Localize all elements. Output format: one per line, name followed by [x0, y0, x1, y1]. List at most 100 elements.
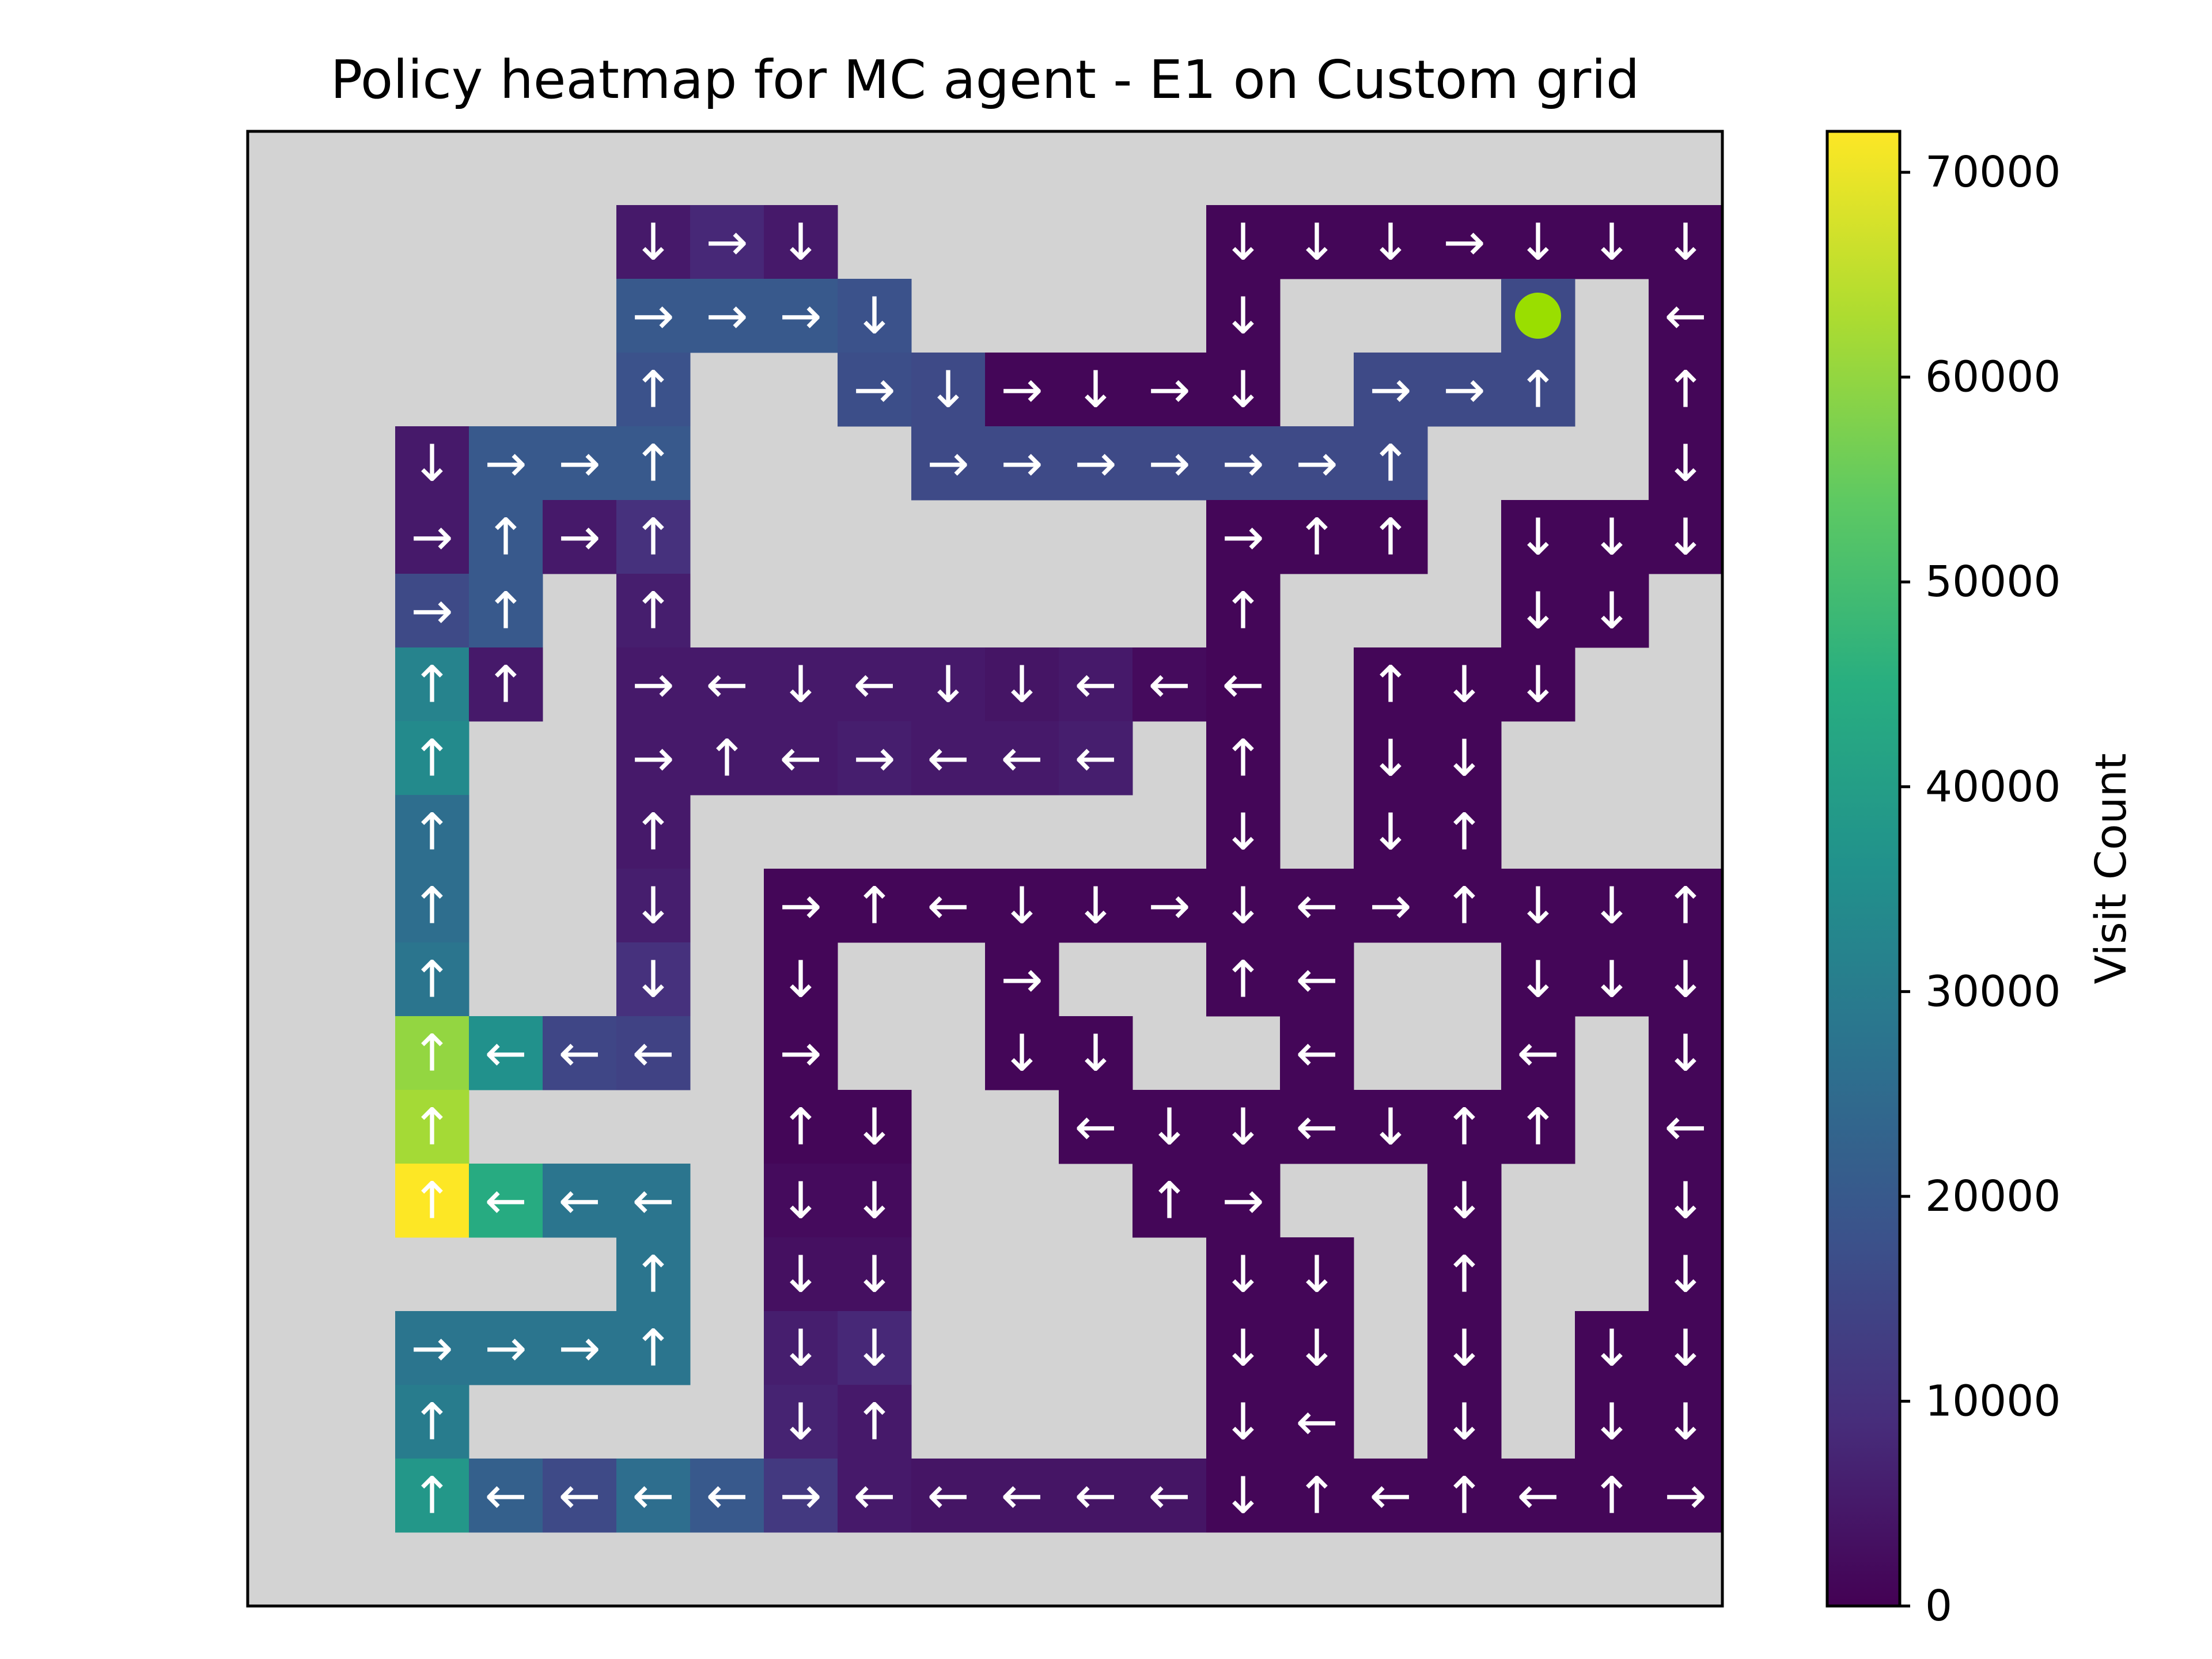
heatmap-cell — [838, 647, 912, 722]
policy-arrow: ↓ — [1443, 729, 1486, 788]
heatmap-cell — [1649, 1016, 1723, 1090]
policy-arrow: ↑ — [411, 1392, 453, 1452]
colorbar-ticks: 0 10000 20000 30000 40000 50000 60000 70000 — [1900, 147, 2061, 1631]
policy-arrow: ← — [1664, 286, 1707, 346]
heatmap-cell — [985, 1016, 1059, 1090]
policy-arrow: ↓ — [1443, 1392, 1486, 1452]
policy-arrow: ↓ — [1517, 507, 1559, 567]
heatmap-cell — [395, 500, 469, 574]
heatmap-cell — [1649, 426, 1723, 501]
heatmap-cell — [1501, 500, 1575, 574]
policy-arrow: ↑ — [1296, 507, 1338, 567]
policy-arrow: ← — [1296, 1392, 1338, 1452]
policy-arrow: ↓ — [1369, 213, 1412, 272]
policy-arrow: ↑ — [1222, 950, 1264, 1009]
heatmap-cell — [764, 1385, 838, 1459]
heatmap-cell — [1427, 721, 1502, 796]
policy-arrow: ← — [1369, 1466, 1412, 1525]
policy-arrow: ← — [706, 655, 748, 714]
policy-arrow: ↓ — [1222, 1319, 1264, 1378]
policy-arrow: → — [558, 434, 601, 493]
policy-arrow: ↑ — [411, 729, 453, 788]
colorbar-frame — [1825, 130, 1902, 1608]
heatmap-cell — [1280, 1459, 1354, 1533]
policy-arrow: ↑ — [1517, 360, 1559, 419]
heatmap-cell — [616, 426, 691, 501]
heatmap-cell — [1354, 426, 1428, 501]
heatmap-cell — [1132, 869, 1207, 943]
policy-arrow: ← — [853, 1466, 896, 1525]
policy-arrow: ↓ — [1664, 1392, 1707, 1452]
colorbar-tick-label: 20000 — [1925, 1172, 2061, 1221]
heatmap-cell — [1649, 1459, 1723, 1533]
policy-arrow: ↓ — [1517, 876, 1559, 935]
policy-arrow: ↑ — [632, 1319, 675, 1378]
policy-arrow: → — [1148, 434, 1191, 493]
heatmap-cell — [1501, 205, 1575, 279]
policy-arrow: ← — [927, 876, 969, 935]
policy-arrow: → — [484, 1319, 527, 1378]
heatmap-cell — [616, 1016, 691, 1090]
policy-arrow: ↑ — [484, 581, 527, 641]
heatmap-cell — [616, 647, 691, 722]
policy-arrow: ↑ — [632, 360, 675, 419]
policy-arrow: ↓ — [927, 360, 969, 419]
heatmap-cell — [1501, 942, 1575, 1017]
heatmap-cell — [1575, 205, 1649, 279]
policy-arrow: → — [484, 434, 527, 493]
policy-arrow: ← — [1074, 729, 1117, 788]
heatmap-cell — [616, 1311, 691, 1385]
policy-arrow: ↓ — [853, 286, 896, 346]
agent-marker — [1515, 293, 1561, 339]
policy-arrow: ↑ — [411, 1097, 453, 1157]
policy-arrows: ↓ → ↓ ↓ ↓ ↓ → ↓ ↓ ↓ → → → ↓ ↓ → ← ↑ → ↓ → ↓ → ↓ → → ↑ ↑ ↓ → → ↑ → → → → → → ↑ ↓… — [411, 213, 1707, 1525]
plot-area: ↓ → ↓ ↓ ↓ ↓ → ↓ ↓ ↓ → → → ↓ ↓ → ← ↑ → ↓ → ↓ → ↓ → → ↑ ↑ ↓ → → ↑ → → → → → → ↑ ↓… — [246, 130, 1724, 1608]
heatmap-cell — [690, 279, 764, 353]
heatmap-cell — [1206, 1090, 1281, 1164]
policy-arrow: ↑ — [411, 1466, 453, 1525]
heatmap-cell — [1132, 1459, 1207, 1533]
heatmap-cell — [764, 1459, 838, 1533]
policy-arrow: ← — [1296, 1024, 1338, 1083]
policy-arrow: ← — [706, 1466, 748, 1525]
heatmap-cell — [764, 942, 838, 1017]
policy-arrow: ↓ — [1664, 507, 1707, 567]
policy-arrow: ↓ — [1222, 1097, 1264, 1157]
policy-arrow: ↓ — [1590, 1319, 1633, 1378]
heatmap-cell — [764, 1311, 838, 1385]
policy-arrow: ← — [1296, 1097, 1338, 1157]
policy-arrow: ↑ — [411, 802, 453, 862]
policy-arrow: ↓ — [1590, 213, 1633, 272]
policy-arrow: ↑ — [411, 655, 453, 714]
policy-arrow: ↓ — [1590, 1392, 1633, 1452]
heatmap-cell — [1649, 1311, 1723, 1385]
heatmap-cell — [1280, 500, 1354, 574]
policy-arrow: ↑ — [484, 655, 527, 714]
heatmap-cell — [395, 647, 469, 722]
heatmap-cell — [1649, 205, 1723, 279]
heatmap-cell — [1649, 942, 1723, 1017]
policy-arrow: ← — [632, 1171, 675, 1230]
heatmap-cell — [1280, 1237, 1354, 1312]
policy-arrow: ↓ — [1443, 1319, 1486, 1378]
heatmap-cell — [395, 1090, 469, 1164]
heatmap-cell — [911, 353, 986, 427]
policy-arrow: ↓ — [779, 1171, 822, 1230]
policy-arrow: → — [1664, 1466, 1707, 1525]
heatmap-cell — [1206, 574, 1281, 648]
policy-arrow: ↓ — [1369, 1097, 1412, 1157]
heatmap-cell — [469, 1311, 543, 1385]
colorbar-tick-label: 60000 — [1925, 353, 2061, 402]
policy-arrow: ← — [1074, 1466, 1117, 1525]
policy-arrow: → — [411, 507, 453, 567]
heatmap-cell — [1427, 353, 1502, 427]
policy-arrow: → — [1222, 1171, 1264, 1230]
policy-arrow: ↑ — [706, 729, 748, 788]
policy-arrow: ↓ — [853, 1171, 896, 1230]
policy-arrow: ← — [1148, 655, 1191, 714]
heatmap-cell — [985, 426, 1059, 501]
heatmap-cell — [1649, 869, 1723, 943]
policy-arrow: ↓ — [1664, 950, 1707, 1009]
policy-arrow: → — [779, 286, 822, 346]
heatmap-cell — [1354, 353, 1428, 427]
